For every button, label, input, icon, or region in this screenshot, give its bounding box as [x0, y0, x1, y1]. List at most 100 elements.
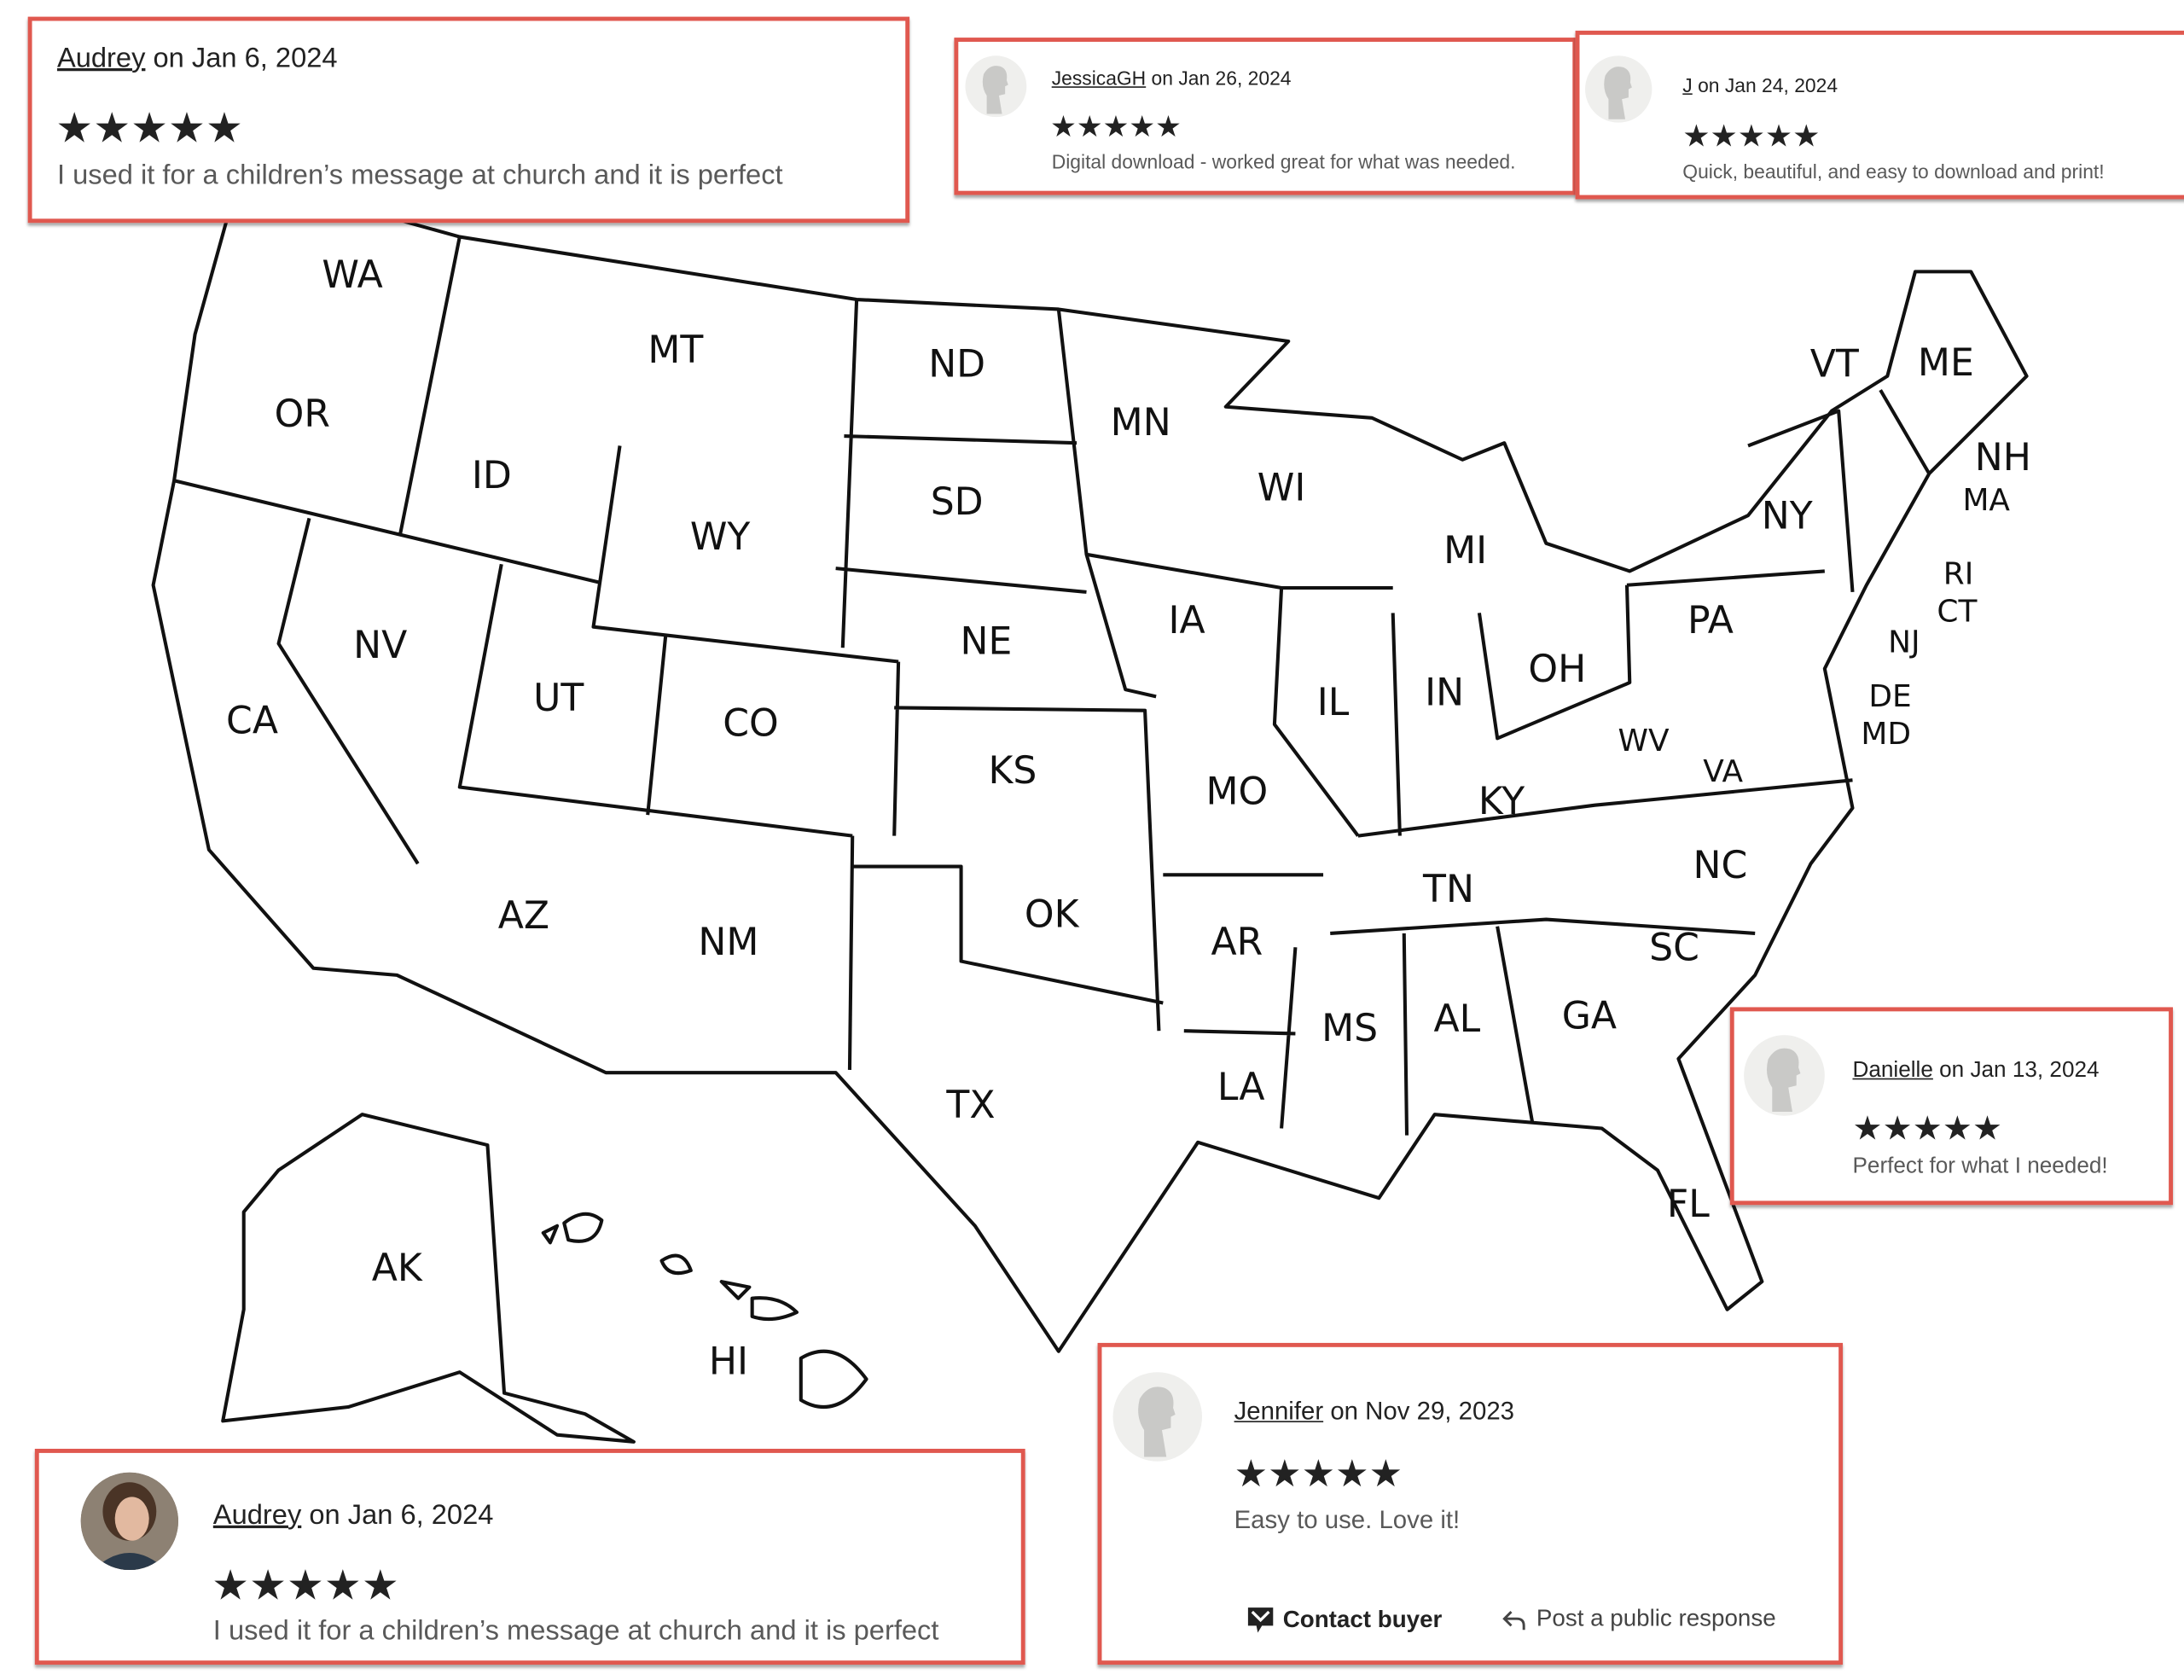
state-label-mn: MN	[1111, 401, 1171, 445]
state-label-tx: TX	[945, 1084, 995, 1127]
state-label-in: IN	[1425, 671, 1464, 715]
reviewer-name-link[interactable]: Audrey	[56, 43, 146, 74]
review-card: Audrey on Jan 6, 2024 ★★★★★ I used it fo…	[27, 16, 910, 224]
contact-buyer-label: Contact buyer	[1282, 1606, 1443, 1633]
state-label-ny: NY	[1762, 494, 1814, 538]
review-header: J on Jan 24, 2024	[1682, 74, 1838, 96]
state-label-ma: MA	[1962, 483, 2010, 518]
user-photo-avatar	[80, 1472, 178, 1571]
review-date: on Jan 13, 2024	[1939, 1058, 2100, 1083]
review-comment: Quick, beautiful, and easy to download a…	[1682, 160, 2105, 183]
state-label-ri: RI	[1943, 556, 1974, 591]
review-card: J on Jan 24, 2024 ★★★★★ Quick, beautiful…	[1575, 30, 2184, 200]
state-label-wv: WV	[1618, 724, 1670, 759]
state-label-vt: VT	[1810, 342, 1860, 386]
review-header: Audrey on Jan 6, 2024	[57, 44, 338, 76]
state-label-sc: SC	[1649, 927, 1699, 970]
state-label-la: LA	[1217, 1066, 1265, 1109]
state-label-nj: NJ	[1888, 625, 1920, 660]
state-label-nv: NV	[353, 624, 407, 667]
review-comment: Perfect for what I needed!	[1852, 1154, 2108, 1179]
reviewer-name-link[interactable]: JessicaGH	[1051, 67, 1147, 90]
review-header: JessicaGH on Jan 26, 2024	[1052, 67, 1292, 89]
review-date: on Jan 6, 2024	[309, 1500, 494, 1532]
state-label-nc: NC	[1693, 844, 1748, 887]
state-label-ak: AK	[372, 1247, 423, 1290]
state-label-nh: NH	[1975, 436, 2031, 480]
state-label-pa: PA	[1687, 599, 1734, 642]
default-avatar-icon	[1744, 1035, 1825, 1116]
state-label-wi: WI	[1258, 467, 1306, 510]
state-label-ne: NE	[961, 619, 1013, 663]
state-label-ks: KS	[989, 749, 1037, 793]
state-label-nd: ND	[928, 342, 985, 386]
contiguous-us-outline	[151, 206, 2029, 1353]
state-label-hi: HI	[709, 1340, 748, 1383]
review-comment: I used it for a children’s message at ch…	[56, 160, 783, 191]
review-date: on Jan 26, 2024	[1151, 67, 1292, 90]
review-card: Jennifer on Nov 29, 2023 ★★★★★ Easy to u…	[1097, 1342, 1844, 1665]
state-label-ok: OK	[1025, 892, 1080, 936]
reviewer-name-link[interactable]: Audrey	[212, 1500, 302, 1532]
review-comment: Digital download - worked great for what…	[1051, 150, 1516, 173]
state-label-mi: MI	[1443, 529, 1487, 573]
review-date: on Jan 24, 2024	[1698, 73, 1838, 96]
review-date: on Nov 29, 2023	[1330, 1397, 1515, 1426]
state-label-mo: MO	[1205, 770, 1268, 814]
review-comment: I used it for a children’s message at ch…	[212, 1615, 939, 1647]
state-label-va: VA	[1703, 754, 1743, 789]
state-label-md: MD	[1861, 717, 1911, 752]
contact-buyer-button[interactable]: Contact buyer	[1246, 1605, 1442, 1636]
state-label-wa: WA	[322, 253, 382, 297]
review-comment: Easy to use. Love it!	[1234, 1505, 1461, 1534]
state-label-wy: WY	[690, 515, 752, 559]
state-label-ut: UT	[533, 677, 584, 720]
state-label-ca: CA	[226, 699, 278, 742]
state-label-sd: SD	[931, 480, 984, 524]
star-rating: ★★★★★	[1852, 1110, 2003, 1148]
reviewer-name-link[interactable]: Danielle	[1852, 1058, 1933, 1083]
star-rating: ★★★★★	[1050, 111, 1182, 144]
state-label-ct: CT	[1937, 594, 1978, 629]
state-label-tn: TN	[1422, 868, 1474, 911]
alaska-outline	[221, 1113, 636, 1444]
state-label-oh: OH	[1528, 648, 1586, 691]
reviewer-name-link[interactable]: Jennifer	[1234, 1397, 1324, 1426]
review-card: JessicaGH on Jan 26, 2024 ★★★★★ Digital …	[954, 38, 1577, 195]
hawaii-islands	[541, 1212, 868, 1409]
state-label-al: AL	[1433, 997, 1480, 1041]
state-labels: WA OR CA NV ID MT WY UT CO AZ NM ND SD NE KS OK TX MN IA MO…	[226, 253, 2031, 1384]
star-rating: ★★★★★	[212, 1562, 399, 1609]
state-label-ga: GA	[1562, 995, 1617, 1038]
default-avatar-icon	[1585, 55, 1653, 123]
post-public-response-label: Post a public response	[1536, 1604, 1776, 1631]
state-label-nm: NM	[698, 921, 758, 964]
review-header: Jennifer on Nov 29, 2023	[1234, 1398, 1514, 1427]
state-label-or: OR	[275, 392, 330, 436]
message-icon	[1247, 1607, 1274, 1633]
state-label-de: DE	[1868, 679, 1911, 714]
star-rating: ★★★★★	[1234, 1452, 1403, 1495]
state-label-fl: FL	[1667, 1183, 1710, 1226]
reply-arrow-icon	[1502, 1610, 1525, 1631]
state-label-ar: AR	[1211, 921, 1263, 964]
post-public-response-button[interactable]: Post a public response	[1500, 1604, 1776, 1633]
review-card: Danielle on Jan 13, 2024 ★★★★★ Perfect f…	[1729, 1007, 2174, 1206]
state-label-me: ME	[1918, 341, 1974, 385]
state-label-il: IL	[1317, 681, 1350, 724]
state-label-mt: MT	[648, 328, 704, 372]
state-label-id: ID	[472, 454, 512, 497]
state-label-ms: MS	[1321, 1007, 1378, 1050]
state-label-az: AZ	[498, 894, 549, 938]
star-rating: ★★★★★	[1682, 118, 1821, 154]
review-date: on Jan 6, 2024	[153, 43, 338, 74]
state-label-co: CO	[723, 702, 778, 746]
reviewer-name-link[interactable]: J	[1682, 73, 1693, 96]
default-avatar-icon	[965, 55, 1027, 118]
star-rating: ★★★★★	[55, 106, 243, 152]
state-label-ky: KY	[1478, 780, 1525, 823]
review-card: Audrey on Jan 6, 2024 ★★★★★ I used it fo…	[34, 1449, 1025, 1665]
state-label-ia: IA	[1168, 599, 1205, 642]
